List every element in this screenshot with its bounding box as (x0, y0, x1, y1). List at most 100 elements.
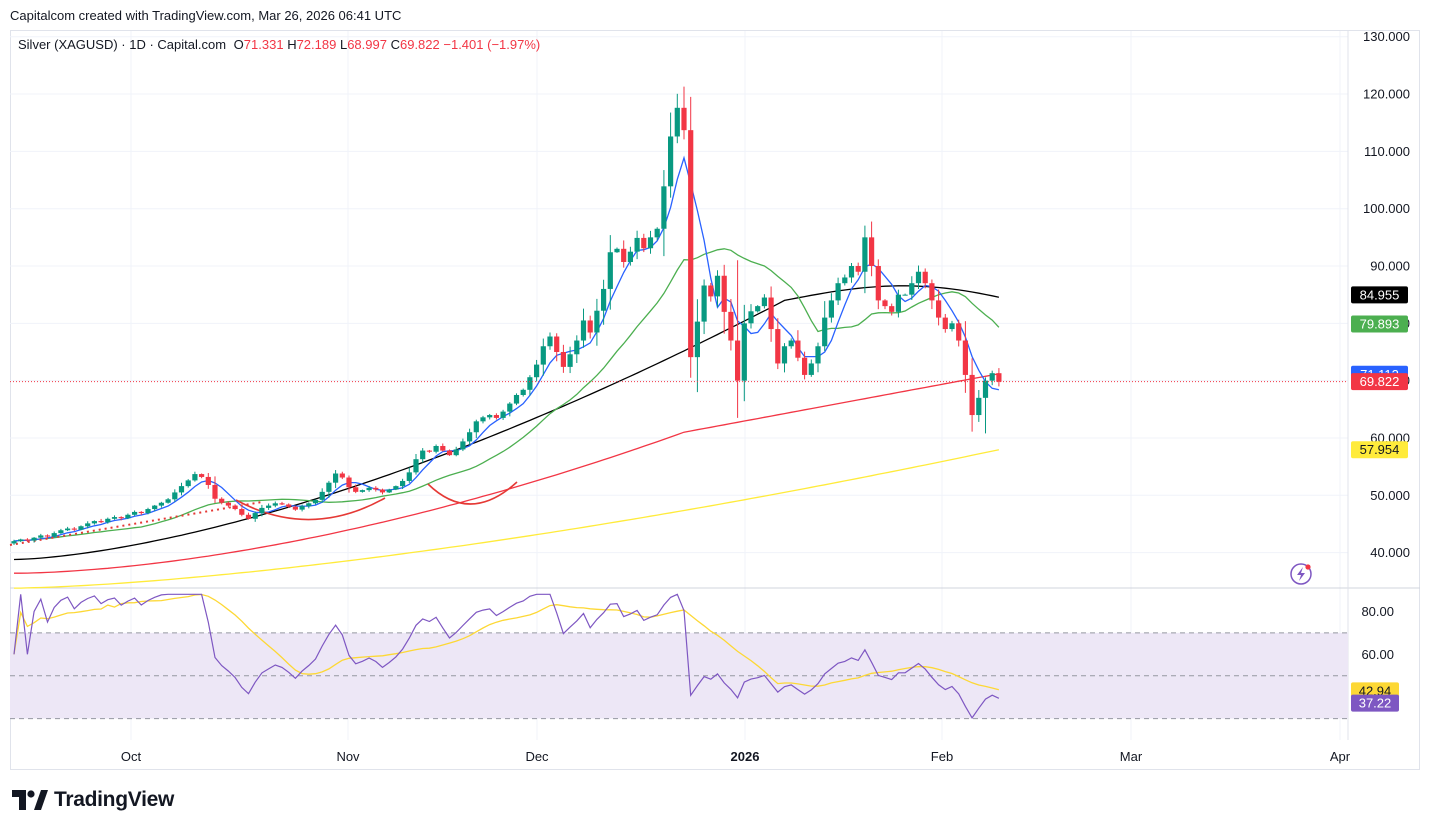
candle (232, 504, 238, 511)
candle-body (259, 507, 265, 514)
lightning-icon-ring (1290, 563, 1312, 585)
candle (741, 304, 747, 402)
candle (138, 511, 144, 515)
candle-body (400, 480, 406, 487)
candle-body (681, 107, 687, 131)
price-label-tag (1351, 373, 1408, 391)
candle-body (580, 320, 587, 341)
candle (225, 501, 231, 508)
candle-body (18, 539, 24, 542)
candle-body (755, 306, 761, 312)
candle (634, 230, 640, 260)
candle-body (232, 505, 238, 510)
candle-body (748, 311, 754, 324)
candle-body (875, 266, 881, 301)
candle-body (661, 186, 667, 229)
candle-body (105, 518, 111, 523)
legend-close-label: C (390, 37, 400, 52)
candle (453, 446, 459, 457)
candle-body (956, 323, 962, 341)
candle-body (915, 271, 922, 284)
legend-close: 69.822 (399, 37, 440, 52)
attribution-text: Capitalcom created with TradingView.com,… (10, 8, 402, 23)
candle-body (607, 252, 613, 289)
legend-symbol[interactable]: Silver (XAGUSD) · 1D · Capital.com (18, 37, 227, 52)
candle-body (453, 449, 459, 456)
candle-body (239, 509, 245, 515)
candle-body (989, 373, 995, 381)
candle-body (252, 513, 258, 519)
candle-body (299, 506, 305, 510)
candle (11, 539, 17, 545)
candle (688, 96, 694, 378)
lightning-icon-bolt (1297, 567, 1305, 581)
chart-frame (10, 30, 1420, 770)
candle (835, 277, 841, 305)
candle-body (949, 323, 955, 330)
candle (172, 489, 178, 502)
candle (802, 351, 808, 380)
candle-body (942, 317, 948, 330)
candle-body (855, 266, 861, 272)
candle-body (38, 535, 44, 538)
candle (701, 279, 707, 335)
candle-body (848, 266, 855, 278)
price-tick-label: 120.000 (1363, 87, 1410, 102)
candle (540, 338, 546, 376)
annotation-arc (235, 497, 386, 521)
candle-body (795, 340, 801, 358)
candle-body (446, 450, 453, 456)
candle (185, 479, 191, 488)
candle (781, 343, 788, 373)
candle (299, 504, 305, 512)
candle (768, 286, 774, 342)
candle-body (192, 474, 198, 481)
candle-body (292, 506, 298, 510)
candle-body (440, 445, 446, 451)
candle (480, 415, 486, 424)
candle-body (165, 499, 171, 503)
candle-body (902, 294, 908, 296)
candle (346, 475, 352, 493)
candle (406, 467, 412, 483)
price-tick-label: 130.000 (1363, 29, 1410, 44)
candle-body (359, 490, 365, 492)
brand-name: TradingView (54, 788, 175, 811)
candle (78, 525, 84, 531)
candle-body (366, 487, 372, 491)
candle-body (574, 340, 580, 355)
candle (44, 534, 51, 539)
tradingview-logo[interactable]: TradingView (12, 788, 174, 812)
candle-body (65, 528, 71, 531)
candle-body (775, 329, 781, 364)
candle-body (527, 377, 533, 390)
candle (192, 471, 198, 482)
candle-body (674, 107, 680, 137)
candle (24, 538, 30, 542)
candle (580, 308, 587, 348)
candle-body (882, 300, 888, 307)
price-tick-label: 40.000 (1370, 545, 1410, 560)
candle (252, 511, 258, 522)
candle-body (761, 297, 767, 307)
time-tick-label: 2026 (731, 749, 760, 764)
grid-lines (10, 31, 1420, 740)
candle-body (406, 472, 412, 481)
candle-body (172, 492, 178, 500)
candle (647, 230, 654, 254)
candle-body (500, 411, 506, 418)
candle-body (788, 340, 794, 347)
candle (353, 484, 359, 494)
candle (721, 264, 727, 334)
candle-body (996, 373, 1002, 382)
candle-body (420, 450, 426, 460)
lightning-icon[interactable] (1290, 563, 1312, 585)
candle (98, 518, 104, 524)
candle (929, 279, 935, 310)
candle-body (822, 317, 828, 347)
candle (842, 274, 848, 286)
candle (359, 489, 365, 493)
candle (949, 320, 955, 332)
